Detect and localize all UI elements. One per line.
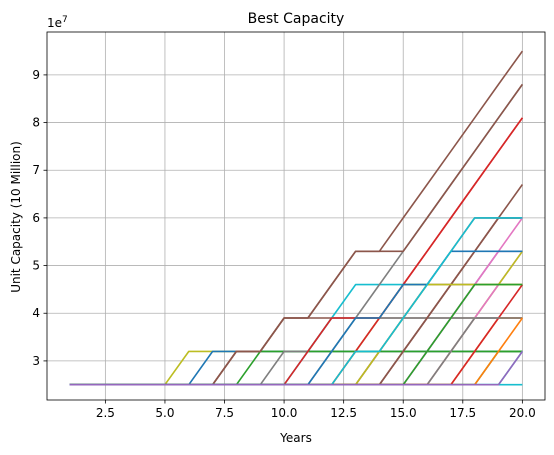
x-tick-label: 20.0: [509, 406, 536, 420]
x-tick-label: 12.5: [330, 406, 357, 420]
y-tick-label: 5: [32, 259, 40, 273]
y-tick-label: 4: [32, 306, 40, 320]
y-tick-label: 8: [32, 116, 40, 130]
y-axis-label: Unit Capacity (10 Million): [9, 141, 23, 293]
x-tick-label: 15.0: [390, 406, 417, 420]
x-tick-label: 2.5: [96, 406, 115, 420]
series-line-33: [69, 350, 524, 386]
y-tick-label: 6: [32, 211, 40, 225]
x-tick-label: 17.5: [449, 406, 476, 420]
series-line-26: [69, 184, 524, 386]
series-line-18: [69, 50, 524, 386]
x-ticks: 2.5 5.0 7.5 10.0 12.5 15.0 17.5 20.0: [96, 400, 536, 420]
y-ticks: 3 4 5 6 7 8 9: [32, 68, 47, 368]
chart-title: Best Capacity: [248, 11, 345, 27]
plot-frame: [46, 31, 546, 401]
y-tick-label: 9: [32, 68, 40, 82]
x-tick-label: 5.0: [155, 406, 174, 420]
series-layer: [69, 50, 524, 386]
series-line-31: [69, 250, 523, 386]
x-tick-label: 7.5: [215, 406, 234, 420]
x-tick-label: 10.0: [271, 406, 298, 420]
y-multiplier-exponent: 7: [62, 15, 68, 25]
y-tick-label: 3: [32, 354, 40, 368]
y-tick-label: 7: [32, 163, 40, 177]
x-axis-label: Years: [279, 431, 312, 445]
series-line-32: [69, 217, 523, 386]
